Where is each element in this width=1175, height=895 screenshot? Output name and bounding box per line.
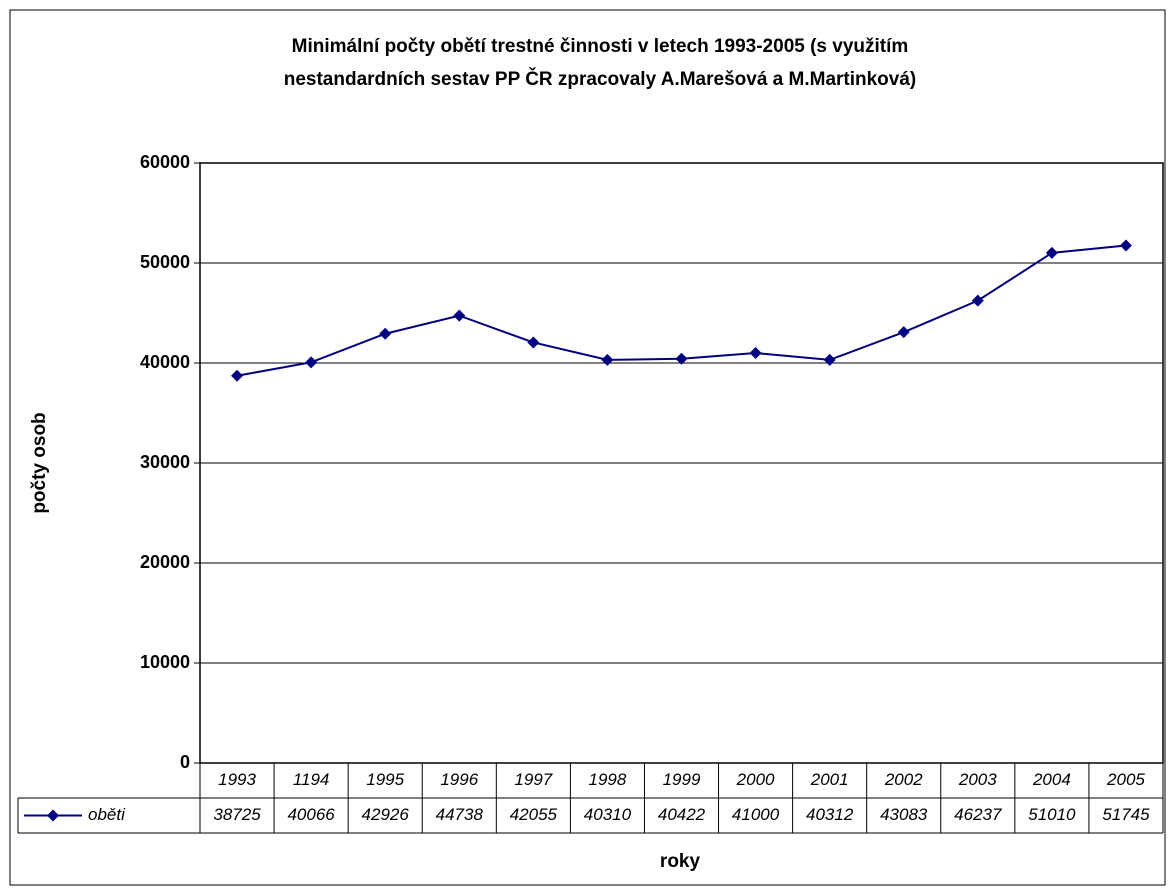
x-tick-label: 1194 [293, 770, 330, 789]
y-tick-label: 30000 [140, 452, 190, 472]
table-value: 51010 [1028, 805, 1076, 824]
marker [1119, 239, 1132, 252]
marker [527, 336, 540, 349]
x-tick-label: 1993 [218, 770, 256, 789]
table-value: 40310 [584, 805, 632, 824]
marker [231, 369, 244, 382]
x-tick-label: 1999 [663, 770, 701, 789]
y-axis-title: počty osob [29, 412, 50, 513]
table-value: 40422 [658, 805, 706, 824]
x-tick-label: 2005 [1106, 770, 1145, 789]
x-tick-label: 2000 [736, 770, 775, 789]
marker [675, 352, 688, 365]
table-value: 46237 [954, 805, 1002, 824]
marker [897, 326, 910, 339]
x-tick-label: 1995 [366, 770, 404, 789]
table-value: 42926 [362, 805, 410, 824]
table-value: 40312 [806, 805, 854, 824]
chart-title: Minimální počty obětí trestné činnosti v… [292, 36, 909, 57]
table-value: 42055 [510, 805, 558, 824]
y-tick-label: 40000 [140, 352, 190, 372]
marker [601, 353, 614, 366]
y-tick-label: 20000 [140, 552, 190, 572]
x-tick-label: 2002 [884, 770, 923, 789]
x-axis-title: roky [660, 851, 701, 872]
x-tick-label: 1997 [514, 770, 552, 789]
table-value: 51745 [1102, 805, 1150, 824]
table-value: 38725 [213, 805, 261, 824]
table-value: 40066 [287, 805, 335, 824]
marker [749, 347, 762, 359]
y-tick-label: 50000 [140, 252, 190, 272]
legend-marker [47, 809, 59, 822]
legend-label: oběti [88, 805, 126, 824]
x-tick-label: 1998 [589, 770, 627, 789]
x-tick-label: 2001 [810, 770, 849, 789]
marker [1045, 246, 1058, 259]
table-value: 44738 [436, 805, 484, 824]
y-tick-label: 10000 [140, 652, 190, 672]
x-tick-label: 2003 [958, 770, 997, 789]
marker [305, 356, 318, 369]
x-tick-label: 1996 [440, 770, 478, 789]
table-value: 41000 [732, 805, 780, 824]
table-value: 43083 [880, 805, 928, 824]
marker [971, 294, 984, 307]
marker [823, 353, 836, 366]
y-tick-label: 60000 [140, 152, 190, 172]
x-tick-label: 2004 [1032, 770, 1071, 789]
marker [379, 327, 392, 340]
marker [453, 309, 466, 322]
y-tick-label: 0 [180, 752, 190, 772]
chart-title: nestandardních sestav PP ČR zpracovaly A… [284, 68, 917, 90]
